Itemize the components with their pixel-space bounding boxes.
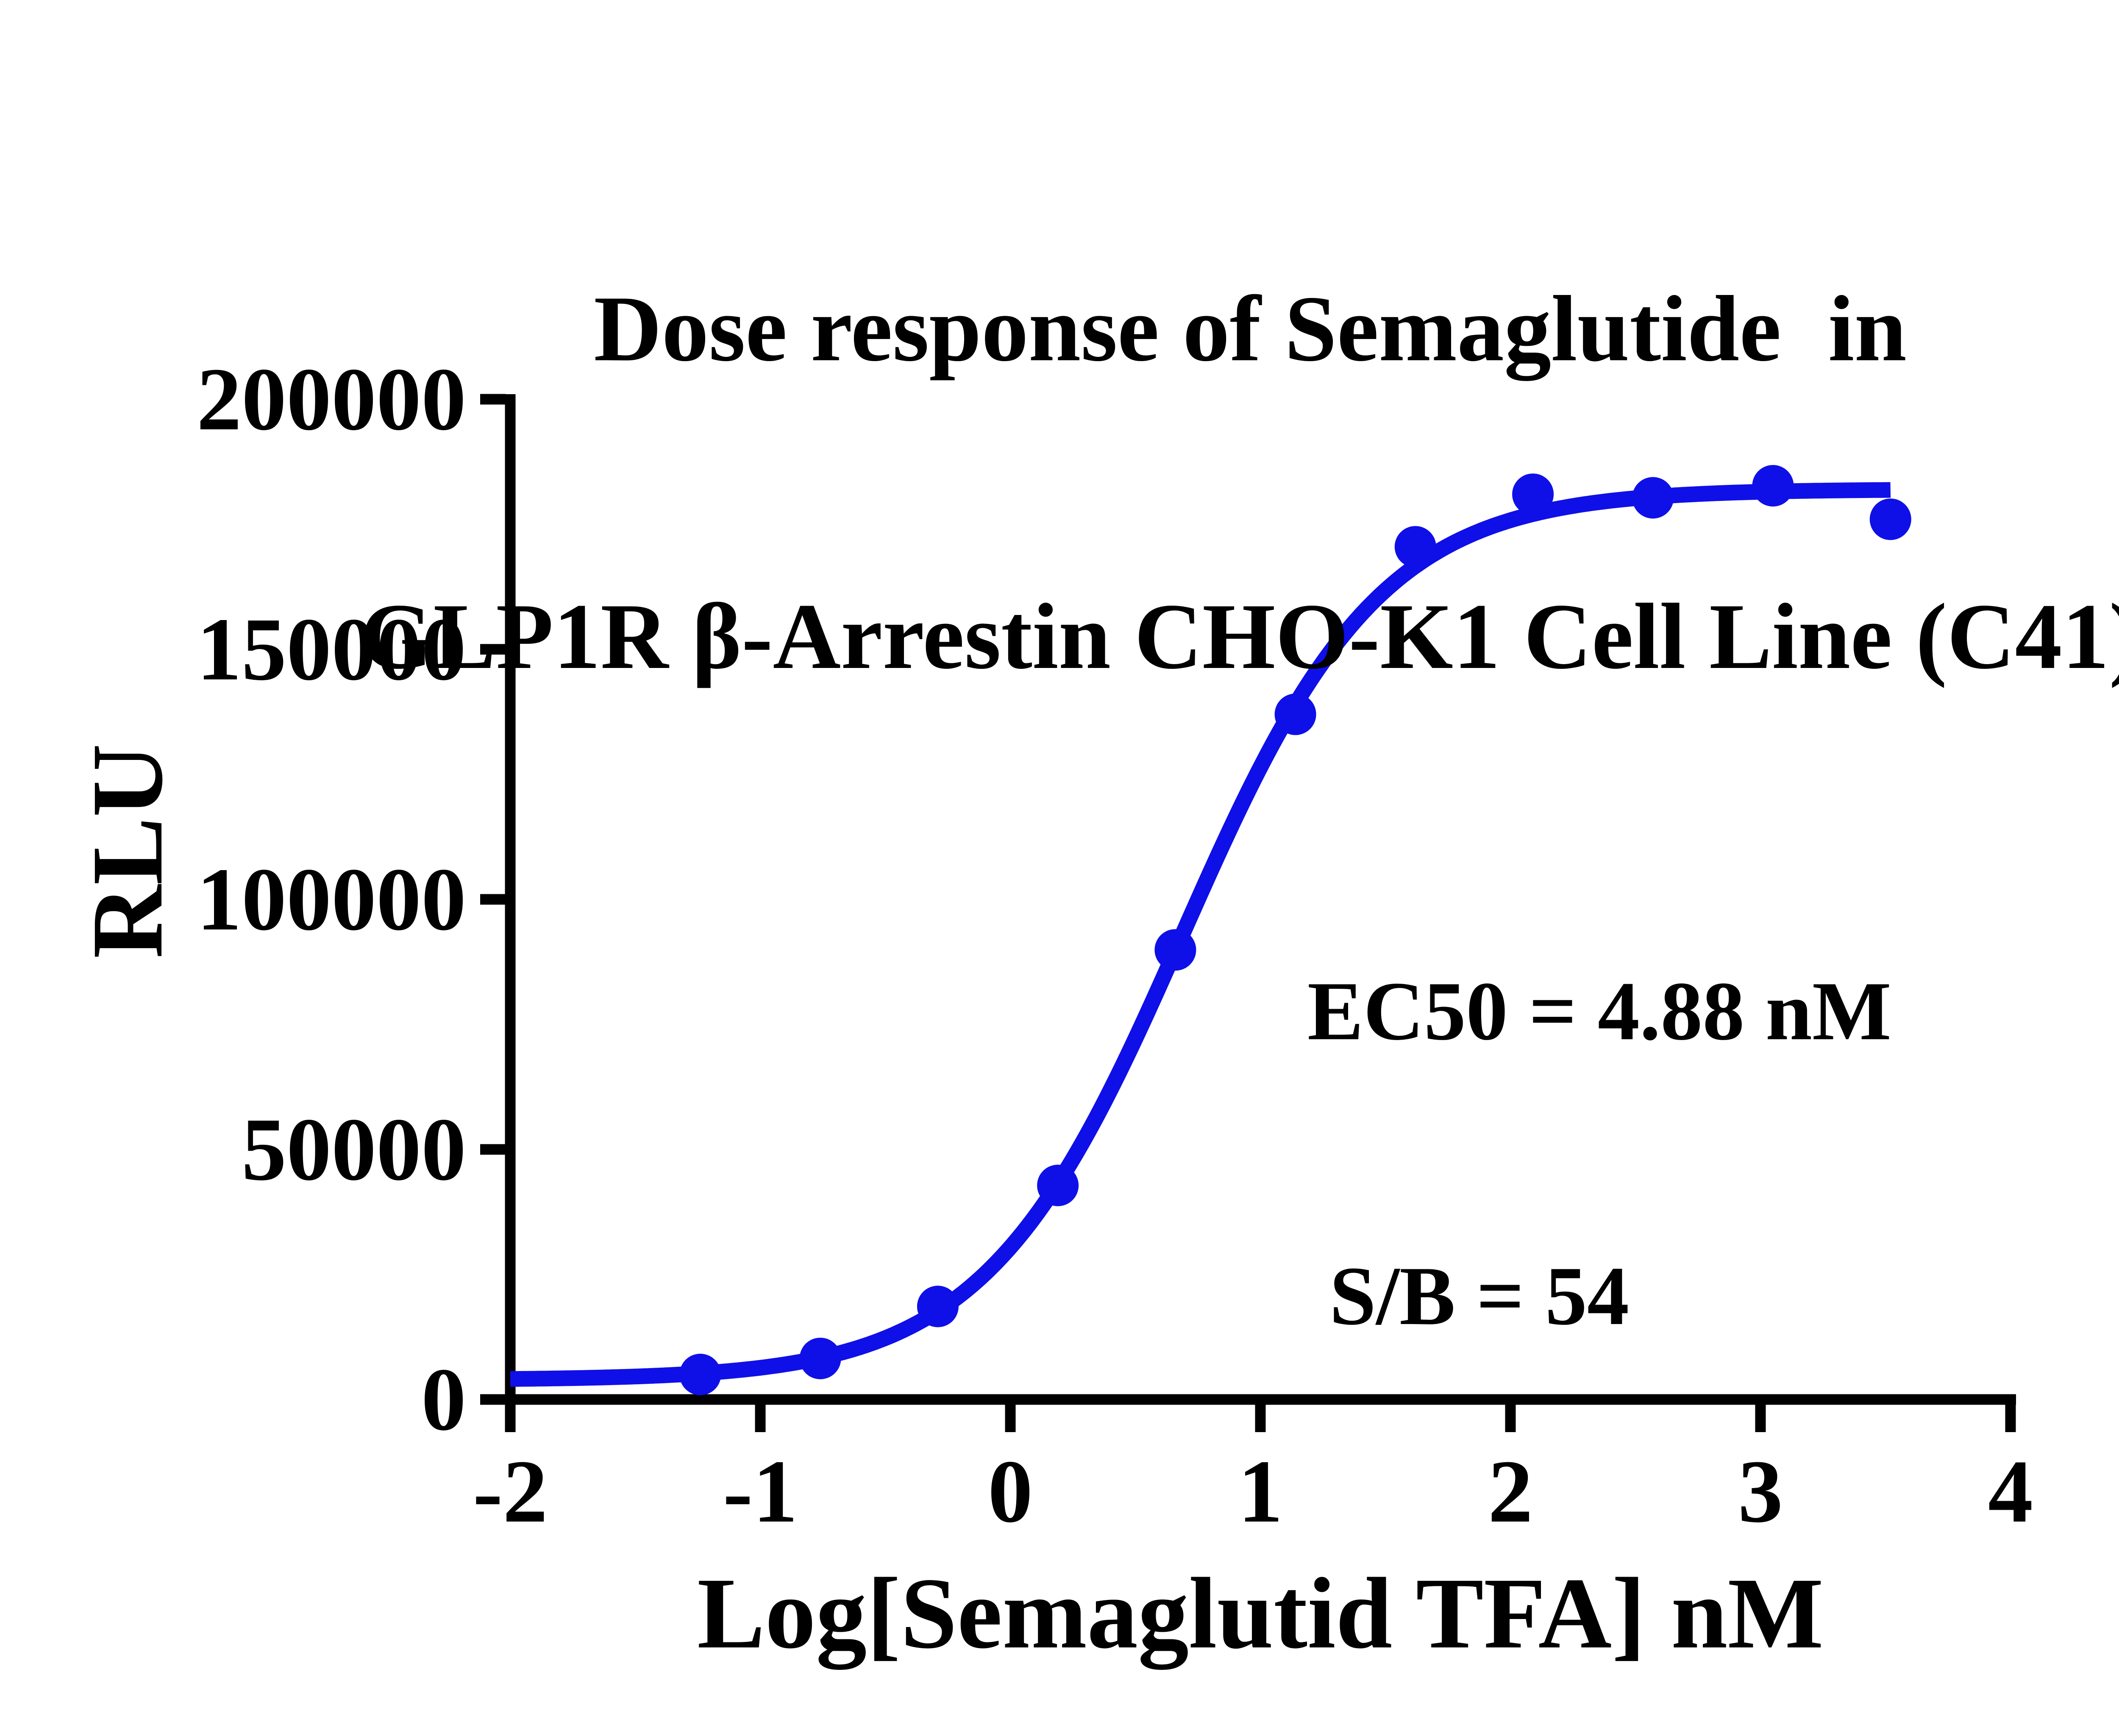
x-tick-label: 3 [1738,1441,1783,1541]
y-tick-label: 50000 [242,1099,466,1199]
data-point [1037,1165,1079,1206]
x-tick-label: -1 [723,1441,798,1541]
y-tick-label: 150000 [197,599,466,699]
data-point [917,1285,959,1327]
data-point [1752,465,1794,507]
x-axis-title: Log[Semaglutid TFA] nM [697,1557,1824,1669]
data-point [679,1354,721,1395]
y-tick-label: 100000 [197,849,466,949]
data-point [1512,473,1554,515]
chart-title-line2: GLP1R β-Arrestin CHO-K1 Cell Line (C41) [360,584,2119,689]
data-point [1154,929,1196,971]
data-point [1394,526,1436,568]
y-tick-mark [480,1144,506,1155]
x-axis-line [480,1394,2016,1405]
y-tick-mark [480,1394,506,1405]
data-point [1869,498,1911,540]
data-point [1274,693,1316,735]
x-tick-mark [1255,1405,1266,1432]
x-tick-mark [505,1405,516,1432]
x-tick-mark [1505,1405,1516,1432]
y-axis-title: RLU [71,743,184,959]
y-tick-mark [480,894,506,905]
x-tick-mark [755,1405,766,1432]
y-tick-label: 200000 [197,349,466,449]
x-tick-label: -2 [473,1441,548,1541]
x-tick-mark [1005,1405,1016,1432]
y-tick-mark [480,644,506,655]
data-point [1632,477,1674,519]
x-tick-label: 4 [1988,1441,2033,1541]
y-axis-line [505,394,516,1405]
x-tick-label: 1 [1238,1441,1283,1541]
annotation-ec50: EC50 = 4.88 nM [1307,965,1891,1058]
chart-title: Dose response of Semaglutide in GLP1R β-… [119,73,2119,893]
annotation-block: EC50 = 4.88 nM S/B = 54 [1307,774,1891,1533]
y-tick-mark [480,394,506,405]
y-tick-label: 0 [421,1349,466,1449]
x-tick-label: 2 [1488,1441,1533,1541]
x-tick-mark [1755,1405,1766,1432]
x-tick-mark [2005,1405,2016,1432]
chart-title-line1: Dose response of Semaglutide in [594,276,1907,381]
annotation-sb: S/B = 54 [1329,1249,1630,1342]
data-point [799,1338,841,1380]
x-tick-label: 0 [988,1441,1033,1541]
